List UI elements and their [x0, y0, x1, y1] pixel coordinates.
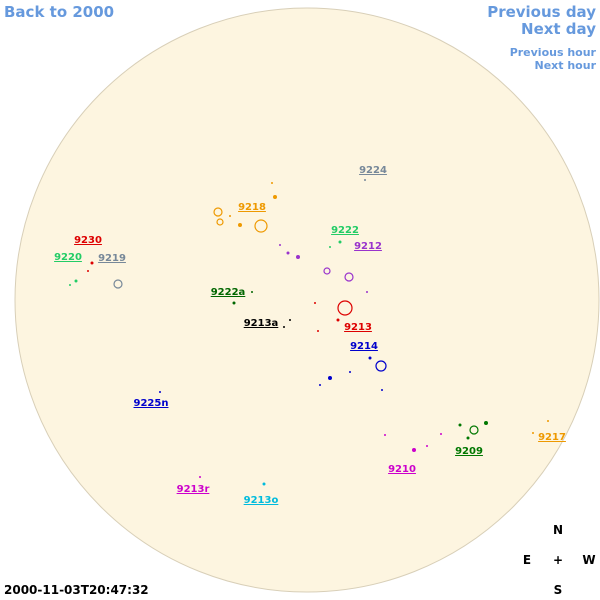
- sunspot: [384, 434, 386, 436]
- sunspot: [547, 420, 549, 422]
- sunspot: [381, 389, 383, 391]
- region-link[interactable]: 9222a: [211, 287, 246, 298]
- region-link[interactable]: 9214: [350, 341, 378, 352]
- region-link[interactable]: 9230: [74, 235, 102, 246]
- region-link[interactable]: 9225n: [134, 398, 169, 409]
- sunspot: [314, 302, 316, 304]
- sunspot: [344, 272, 354, 282]
- sunspot: [329, 246, 331, 248]
- previous-day-link[interactable]: Previous day: [487, 3, 596, 21]
- sunspot: [289, 319, 291, 321]
- sunspot: [216, 218, 224, 226]
- sunspot: [328, 376, 332, 380]
- sunspot: [286, 251, 290, 255]
- compass-south: S: [554, 583, 563, 597]
- sunspot: [113, 279, 123, 289]
- sunspot: [532, 432, 534, 434]
- sunspot: [412, 448, 416, 452]
- compass-north: N: [553, 523, 563, 537]
- region-link[interactable]: 9222: [331, 225, 359, 236]
- sunspot: [159, 391, 161, 393]
- sunspot: [90, 261, 94, 265]
- compass-center: +: [553, 553, 563, 567]
- sunspot: [262, 482, 266, 486]
- compass-west: W: [582, 553, 595, 567]
- sunspot: [469, 425, 479, 435]
- region-link[interactable]: 9213: [344, 322, 372, 333]
- region-link[interactable]: 9224: [359, 165, 387, 176]
- timestamp: 2000-11-03T20:47:32: [4, 583, 149, 597]
- next-hour-link[interactable]: Next hour: [535, 59, 597, 72]
- region-link[interactable]: 9213r: [177, 484, 210, 495]
- sunspot: [254, 219, 268, 233]
- back-link[interactable]: Back to 2000: [4, 3, 114, 21]
- sunspot: [336, 318, 340, 322]
- sunspot: [229, 215, 231, 217]
- sunspot: [458, 423, 462, 427]
- region-link[interactable]: 9213o: [244, 495, 279, 506]
- region-link[interactable]: 9220: [54, 252, 82, 263]
- sunspot: [368, 356, 372, 360]
- sunspot: [213, 207, 223, 217]
- region-link[interactable]: 9209: [455, 446, 483, 457]
- sunspot: [296, 255, 300, 259]
- sunspot: [466, 436, 470, 440]
- region-link[interactable]: 9219: [98, 253, 126, 264]
- sunspot: [69, 284, 71, 286]
- sunspot: [319, 384, 321, 386]
- next-day-link[interactable]: Next day: [521, 20, 596, 38]
- sunspot: [232, 301, 236, 305]
- sunspot: [426, 445, 428, 447]
- sunspot: [271, 182, 273, 184]
- solar-disk: [14, 7, 600, 593]
- region-link[interactable]: 9217: [538, 432, 566, 443]
- sunspot: [251, 291, 253, 293]
- sunspot: [440, 433, 442, 435]
- sunspot: [366, 291, 368, 293]
- sunspot: [238, 223, 242, 227]
- region-link[interactable]: 9210: [388, 464, 416, 475]
- sunspot: [87, 270, 89, 272]
- sunspot: [484, 421, 488, 425]
- sunspot: [283, 326, 285, 328]
- region-link[interactable]: 9213a: [244, 318, 279, 329]
- regions: 9224 9218 9222 9212 9230 9220 9219 9222a 9213a 92…: [54, 165, 566, 506]
- previous-hour-link[interactable]: Previous hour: [510, 46, 597, 59]
- region-link[interactable]: 9218: [238, 202, 266, 213]
- sunspot: [323, 267, 331, 275]
- sunspot: [349, 371, 351, 373]
- sunspot: [199, 476, 201, 478]
- sunspot: [337, 300, 353, 316]
- region-link[interactable]: 9212: [354, 241, 382, 252]
- sunspot: [375, 360, 387, 372]
- sunspot: [279, 244, 281, 246]
- sunspot: [338, 240, 342, 244]
- sunspot: [74, 279, 78, 283]
- sunspot: [364, 179, 366, 181]
- sunspot: [317, 330, 319, 332]
- compass-east: E: [523, 553, 531, 567]
- sunspot: [273, 195, 277, 199]
